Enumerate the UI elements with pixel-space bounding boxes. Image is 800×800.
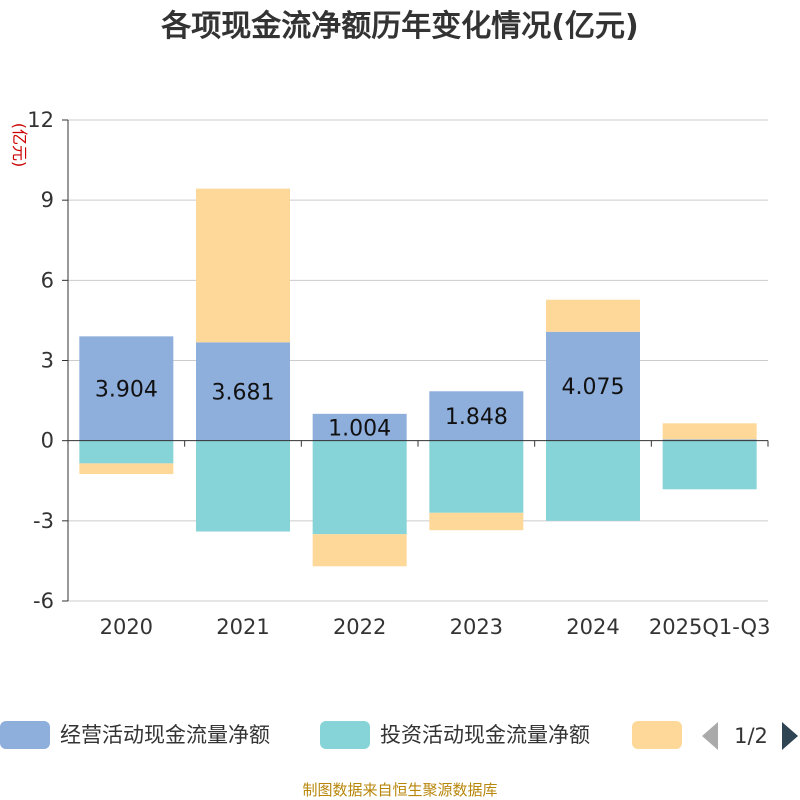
- bar-2020-series-0[interactable]: [79, 336, 174, 441]
- x-axis: 2020 2021 2022 2023 2024 2025Q1-Q3: [67, 440, 771, 639]
- bar-2021-series-1[interactable]: [196, 440, 290, 532]
- legend-next-page-icon[interactable]: [782, 722, 798, 750]
- data-labels: 3.904 3.681 1.004 1.848 4.075: [95, 375, 625, 441]
- legend-swatch-investing[interactable]: [320, 721, 370, 749]
- legend-swatch-operating[interactable]: [0, 721, 50, 749]
- legend-prev-page-icon[interactable]: [702, 722, 718, 750]
- y-tick-label: 9: [41, 188, 54, 212]
- x-tick-label: 2020: [100, 615, 153, 639]
- bar-2024-series-2[interactable]: [546, 299, 640, 332]
- bar-2022-series-1[interactable]: [312, 440, 407, 535]
- data-label: 3.681: [212, 380, 275, 405]
- legend-label-investing[interactable]: 投资活动现金流量净额: [380, 723, 590, 747]
- bar-2022-series-0[interactable]: [312, 413, 407, 441]
- bar-2025Q1-Q3-series-0[interactable]: [662, 439, 757, 441]
- data-label: 1.004: [328, 416, 391, 441]
- bar-2025Q1-Q3-series-1[interactable]: [662, 440, 757, 490]
- x-tick-label: 2023: [450, 615, 503, 639]
- x-tick-label: 2025Q1-Q3: [649, 615, 771, 639]
- legend-label-operating[interactable]: 经营活动现金流量净额: [60, 723, 270, 747]
- data-label: 3.904: [95, 378, 158, 403]
- y-tick-label: 12: [27, 108, 54, 132]
- data-label: 1.848: [445, 405, 508, 430]
- bar-2021-series-0[interactable]: [196, 342, 290, 441]
- bar-2020-series-2[interactable]: [79, 463, 174, 475]
- x-tick-label: 2022: [333, 615, 386, 639]
- bar-2023-series-2[interactable]: [429, 512, 524, 531]
- y-tick-label: 0: [41, 429, 54, 453]
- x-tick-label: 2021: [216, 615, 269, 639]
- bar-2024-series-0[interactable]: [546, 331, 640, 441]
- y-axis-unit: (亿元): [10, 123, 29, 168]
- data-label: 4.075: [562, 375, 625, 400]
- bar-2023-series-1[interactable]: [429, 440, 524, 513]
- x-tick-label: 2024: [566, 615, 619, 639]
- bar-2024-series-1[interactable]: [546, 440, 640, 521]
- y-axis-ticks: 12 9 6 3 0 -3 -6: [27, 108, 69, 613]
- bar-2021-series-2[interactable]: [196, 188, 290, 343]
- bar-2020-series-1[interactable]: [79, 440, 174, 464]
- bar-2022-series-2[interactable]: [312, 534, 407, 567]
- source-note: 制图数据来自恒生聚源数据库: [302, 781, 497, 799]
- chart-title: 各项现金流净额历年变化情况(亿元): [160, 9, 638, 44]
- y-tick-label: -3: [33, 509, 54, 533]
- legend-swatch-financing[interactable]: [632, 721, 682, 749]
- bar-2025Q1-Q3-series-2[interactable]: [662, 423, 757, 440]
- legend: 经营活动现金流量净额 投资活动现金流量净额 1/2: [0, 721, 798, 750]
- y-tick-label: -6: [33, 589, 54, 613]
- y-tick-label: 3: [41, 349, 54, 373]
- legend-page-indicator: 1/2: [734, 724, 768, 748]
- y-tick-label: 6: [41, 268, 54, 292]
- bars: [79, 188, 757, 567]
- bar-2023-series-0[interactable]: [429, 391, 524, 441]
